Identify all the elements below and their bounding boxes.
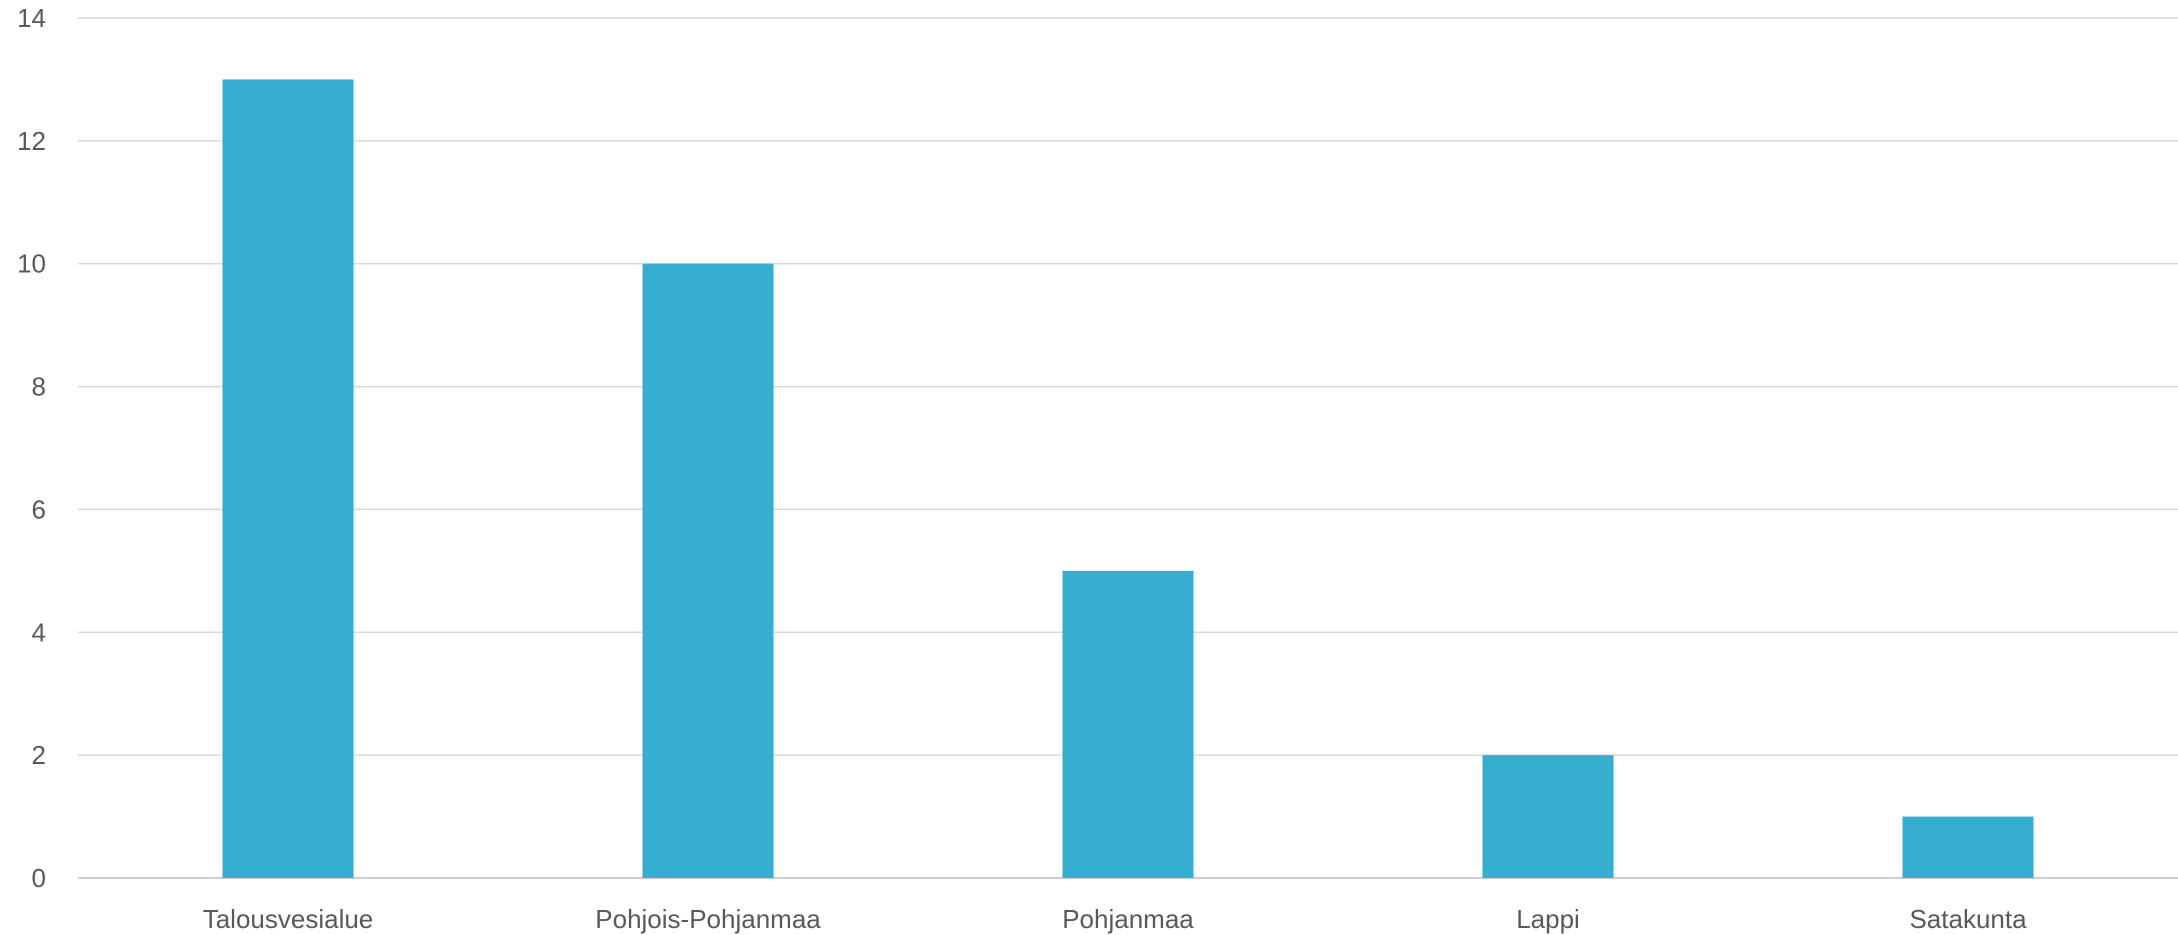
y-tick-label: 10 [17, 249, 46, 279]
y-axis-ticks: 0 2 4 6 8 10 12 14 [17, 3, 46, 893]
y-tick-label: 8 [32, 372, 46, 402]
x-tick-label: Talousvesialue [203, 904, 374, 934]
y-tick-label: 6 [32, 494, 46, 524]
y-tick-label: 4 [32, 617, 46, 647]
bar-pohjois-pohjanmaa [642, 263, 774, 878]
bar-lappi [1482, 755, 1614, 878]
bar-talousvesialue [222, 79, 354, 878]
y-tick-label: 0 [32, 863, 46, 893]
bar-satakunta [1902, 816, 2034, 878]
y-tick-label: 14 [17, 3, 46, 33]
y-tick-label: 2 [32, 740, 46, 770]
x-tick-label: Lappi [1516, 904, 1580, 934]
x-tick-label: Pohjois-Pohjanmaa [595, 904, 821, 934]
bars [222, 79, 2034, 878]
y-tick-label: 12 [17, 126, 46, 156]
x-tick-label: Pohjanmaa [1062, 904, 1194, 934]
bar-pohjanmaa [1062, 570, 1194, 878]
x-tick-label: Satakunta [1909, 904, 2027, 934]
x-axis-labels: Talousvesialue Pohjois-Pohjanmaa Pohjanmaa… [203, 904, 2027, 934]
